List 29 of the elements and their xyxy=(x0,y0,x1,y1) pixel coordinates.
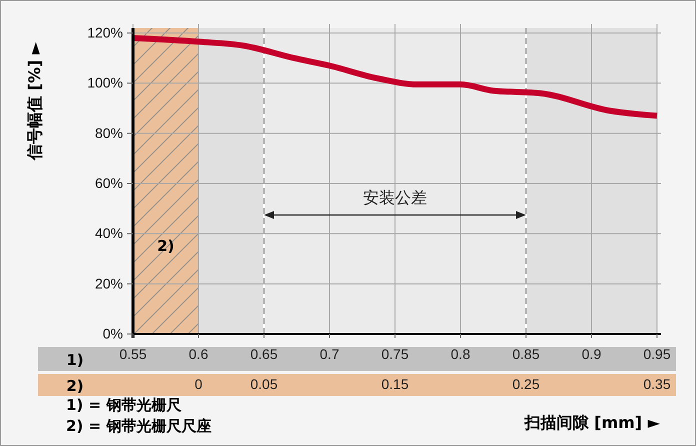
x-tick-label: 0.9 xyxy=(582,346,602,362)
x-axis-title: 扫描间隙 [mm] ► xyxy=(524,413,661,432)
x-tick-label: 0.85 xyxy=(512,346,540,362)
x-tick-label: 0.95 xyxy=(643,346,671,362)
y-tick-label: 60% xyxy=(94,174,123,191)
y-tick-label: 80% xyxy=(94,124,123,141)
x2-axis-title: 2) xyxy=(66,377,84,395)
y-tick-label: 40% xyxy=(94,225,123,242)
y-axis-title: 信号幅值 [%] ► xyxy=(25,41,44,162)
x2-tick-label: 0.15 xyxy=(381,376,409,392)
text: 2) = 钢带光栅尺尺座 xyxy=(66,417,212,435)
y-tick-label: 100% xyxy=(87,74,123,91)
x-tick-label: 0.6 xyxy=(188,346,208,362)
x2-tick-label: 0 xyxy=(194,376,203,392)
x2-tick-label: 0.25 xyxy=(512,376,540,392)
x-tick-label: 0.65 xyxy=(250,346,278,362)
x2-tick-label: 0.35 xyxy=(643,376,671,392)
x2-tick-label: 0.05 xyxy=(250,376,278,392)
band-label: 2) xyxy=(157,237,174,256)
text: 1) = 钢带光栅尺 xyxy=(66,396,182,414)
x-tick-label: 0.8 xyxy=(450,346,470,362)
y-tick-label: 120% xyxy=(87,24,123,40)
x-tick-label: 0.75 xyxy=(381,346,409,362)
y-tick-label: 0% xyxy=(102,325,123,342)
annotation: 安装公差 xyxy=(363,188,427,207)
x-tick-label: 0.55 xyxy=(119,346,147,362)
y-tick-label: 20% xyxy=(94,275,123,292)
x-tick-label: 0.7 xyxy=(320,346,340,362)
text: 1) xyxy=(66,351,84,369)
